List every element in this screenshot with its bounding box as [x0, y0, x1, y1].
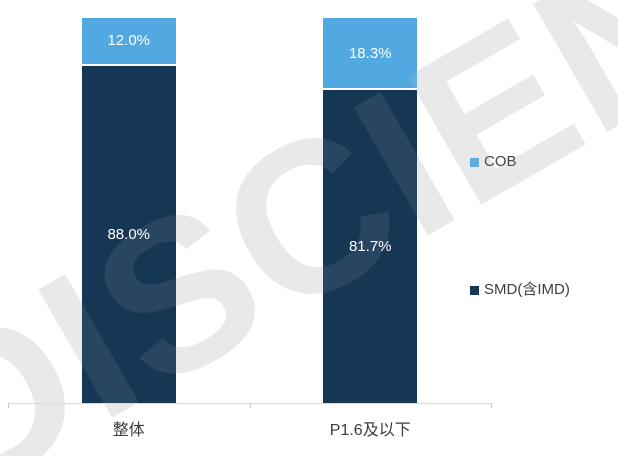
bar-p1_6-and-below: 18.3% 81.7%	[323, 18, 418, 403]
legend-item-cob: COB	[470, 153, 517, 171]
segment-smd: 81.7%	[323, 90, 418, 403]
x-axis-tick	[8, 403, 9, 408]
legend-item-smd: SMD(含IMD)	[470, 281, 570, 299]
segment-smd: 88.0%	[81, 65, 176, 403]
cob-legend-swatch-icon	[470, 157, 479, 167]
smd-legend-swatch-icon	[470, 285, 479, 295]
data-label: 81.7%	[348, 238, 392, 256]
cob-legend-label: COB	[484, 153, 517, 170]
smd-legend-label: SMD(含IMD)	[484, 281, 570, 298]
category-label: 整体	[112, 422, 145, 439]
bar-overall: 12.0% 88.0%	[81, 18, 176, 403]
segment-cob: 12.0%	[81, 18, 176, 66]
data-label: 18.3%	[348, 44, 392, 62]
segment-cob: 18.3%	[323, 18, 418, 91]
x-axis-tick	[249, 403, 251, 408]
data-label: 12.0%	[107, 32, 151, 50]
data-label: 88.0%	[107, 225, 151, 243]
x-axis-tick	[491, 403, 492, 408]
category-label: P1.6及以下	[329, 422, 411, 439]
